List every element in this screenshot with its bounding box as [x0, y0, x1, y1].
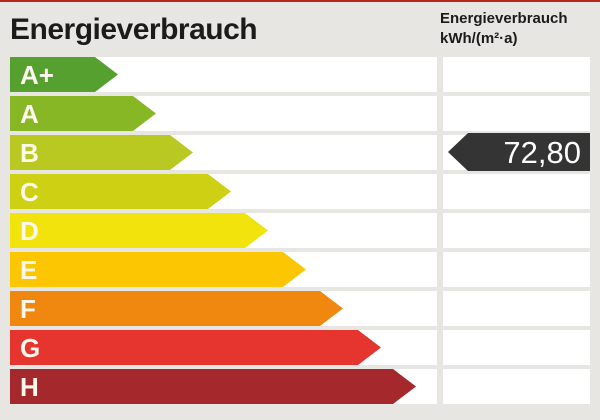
- class-arrow-C: C: [10, 174, 231, 209]
- class-arrow-label: E: [20, 254, 38, 285]
- class-arrow-A+: A+: [10, 57, 118, 92]
- scale-row-track: D: [10, 213, 437, 248]
- unit-header-title: Energieverbrauch: [440, 10, 568, 27]
- class-arrow-E: E: [10, 252, 306, 287]
- scale-row-D: D: [10, 213, 590, 248]
- unit-header: Energieverbrauch kWh/(m²·a): [440, 9, 568, 49]
- class-arrow-label: C: [20, 176, 39, 207]
- scale-row-A+: A+: [10, 57, 590, 92]
- scale-row-track: A+: [10, 57, 437, 92]
- value-column-cell: [443, 369, 590, 404]
- scale-row-track: G: [10, 330, 437, 365]
- value-column-cell: [443, 330, 590, 365]
- value-column-cell: [443, 96, 590, 131]
- scale-row-G: G: [10, 330, 590, 365]
- class-arrow-label: B: [20, 137, 39, 168]
- scale-row-track: F: [10, 291, 437, 326]
- scale-row-track: H: [10, 369, 437, 404]
- scale-row-A: A: [10, 96, 590, 131]
- class-arrow-label: H: [20, 371, 39, 402]
- scale-row-track: A: [10, 96, 437, 131]
- class-arrow-label: A+: [20, 59, 54, 90]
- top-accent-line: [0, 0, 600, 2]
- scale-rows: A+ A B C D E F G H: [10, 57, 590, 404]
- scale-row-track: E: [10, 252, 437, 287]
- value-column-cell: [443, 252, 590, 287]
- value-column-cell: [443, 174, 590, 209]
- value-column-cell: [443, 213, 590, 248]
- class-arrow-H: H: [10, 369, 416, 404]
- unit-header-unit: kWh/(m²·a): [440, 30, 518, 47]
- class-arrow-label: G: [20, 332, 41, 363]
- value-column-cell: [443, 57, 590, 92]
- class-arrow-G: G: [10, 330, 381, 365]
- scale-row-C: C: [10, 174, 590, 209]
- class-arrow-A: A: [10, 96, 156, 131]
- value-pointer-label: 72,80: [503, 134, 581, 170]
- value-pointer: 72,80: [448, 133, 590, 171]
- class-arrow-label: F: [20, 293, 36, 324]
- class-arrow-B: B: [10, 135, 193, 170]
- class-arrow-label: A: [20, 98, 39, 129]
- scale-row-track: C: [10, 174, 437, 209]
- scale-row-H: H: [10, 369, 590, 404]
- class-arrow-D: D: [10, 213, 268, 248]
- class-arrow-F: F: [10, 291, 343, 326]
- scale-row-track: B: [10, 135, 437, 170]
- value-column-cell: [443, 291, 590, 326]
- page-title: Energieverbrauch: [10, 13, 258, 46]
- scale-row-E: E: [10, 252, 590, 287]
- scale-row-F: F: [10, 291, 590, 326]
- class-arrow-label: D: [20, 215, 39, 246]
